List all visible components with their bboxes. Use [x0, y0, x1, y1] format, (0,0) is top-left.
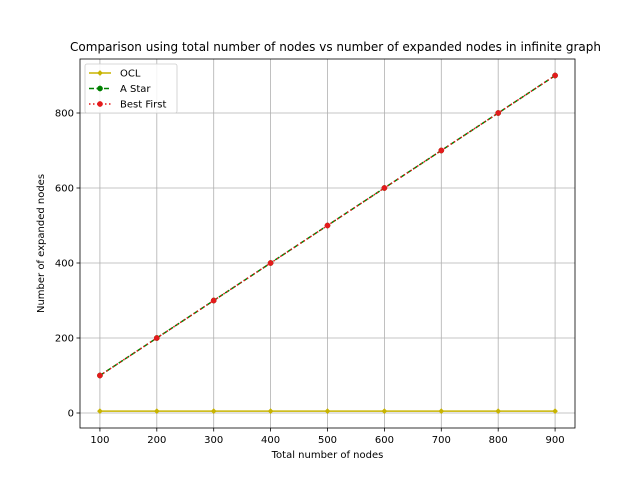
y-axis-ticks: 0 200 400 600 800 [55, 109, 80, 420]
legend-marker [97, 101, 103, 107]
data-point [438, 408, 445, 414]
y-tick-label: 0 [68, 409, 74, 420]
data-point [495, 110, 502, 116]
data-point [267, 260, 274, 266]
x-tick-label: 200 [147, 435, 166, 446]
data-point [495, 408, 502, 414]
data-point [210, 408, 217, 414]
legend-marker [97, 70, 103, 76]
data-point [97, 408, 103, 414]
series-ocl [97, 408, 558, 414]
data-point [324, 222, 331, 229]
y-tick-label: 400 [55, 259, 74, 270]
chart-title: Comparison using total number of nodes v… [70, 40, 601, 54]
x-axis-ticks: 100 200 300 400 500 600 700 800 900 [90, 428, 565, 446]
data-point [438, 147, 445, 154]
data-point [552, 72, 558, 79]
x-tick-label: 600 [375, 435, 394, 446]
data-point [381, 408, 388, 414]
y-tick-label: 600 [55, 184, 74, 195]
x-tick-label: 400 [261, 435, 280, 446]
x-axis-label: Total number of nodes [271, 450, 384, 461]
y-tick-label: 800 [55, 109, 74, 120]
legend-item: A Star [89, 84, 151, 95]
x-tick-label: 700 [432, 435, 451, 446]
legend-box [84, 63, 178, 114]
data-point [97, 372, 103, 379]
x-tick-label: 500 [318, 435, 337, 446]
data-point [381, 185, 388, 191]
data-point [153, 408, 160, 414]
data-point [324, 408, 331, 414]
legend-marker [97, 85, 103, 92]
series-layer [97, 72, 558, 414]
y-tick-label: 200 [55, 334, 74, 345]
legend: OCL A Star Best First [84, 63, 178, 114]
data-point [267, 408, 274, 414]
data-point [210, 297, 217, 304]
legend-label: OCL [120, 69, 141, 80]
legend-item: OCL [89, 69, 141, 80]
x-tick-label: 900 [546, 435, 565, 446]
data-point [153, 335, 160, 341]
x-tick-label: 800 [489, 435, 508, 446]
legend-item: Best First [89, 100, 166, 111]
legend-label: A Star [120, 84, 151, 95]
x-tick-label: 300 [204, 435, 223, 446]
series-best-first [97, 72, 558, 379]
x-tick-label: 100 [90, 435, 109, 446]
y-axis-label: Number of expanded nodes [36, 174, 47, 313]
data-point [552, 408, 558, 414]
legend-label: Best First [120, 100, 166, 111]
